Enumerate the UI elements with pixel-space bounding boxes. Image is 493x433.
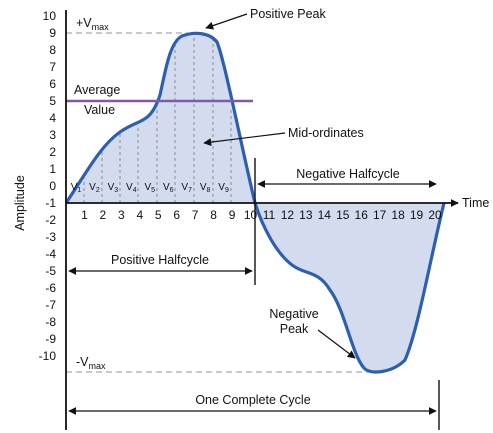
x-tick-label: 1 [81, 208, 88, 222]
y-tick-label: -10 [39, 349, 57, 363]
y-tick-label: 10 [43, 9, 57, 23]
x-tick-label: 9 [229, 208, 236, 222]
y-tick-label: -6 [45, 281, 56, 295]
positive-halfcycle-label: Positive Halfcycle [111, 253, 209, 267]
mid-ordinate-label: V7 [181, 182, 192, 194]
average-label: Average [74, 83, 120, 97]
x-tick-label: 4 [136, 208, 143, 222]
mid-ordinate-labels: V1 V2 V3 V4 V5 V6 V7 V8 V9 [71, 182, 229, 194]
mid-ordinate-label: V8 [200, 182, 211, 194]
y-tick-label: -8 [45, 315, 56, 329]
mid-ordinate-lines [83, 34, 232, 203]
x-tick-label: 20 [428, 208, 442, 222]
y-tick-label: 2 [49, 145, 56, 159]
y-axis-label: Amplitude [13, 175, 27, 231]
vmax-label: +Vmax [76, 16, 109, 32]
mid-ordinate-label: V3 [108, 182, 119, 194]
x-tick-label: 11 [263, 208, 276, 222]
y-tick-label: -3 [45, 230, 56, 244]
mid-ordinates-arrow [203, 132, 286, 147]
mid-ordinate-label: V1 [71, 182, 82, 194]
x-tick-label: 10 [244, 208, 258, 222]
negative-peak-label: Negative [269, 307, 318, 321]
y-tick-label: 3 [49, 128, 56, 142]
y-tick-label: -1 [45, 196, 56, 210]
x-tick-label: 12 [281, 208, 295, 222]
x-tick-label: 13 [299, 208, 313, 222]
x-tick-label: 3 [118, 208, 125, 222]
x-tick-labels: 1 2 3 4 5 6 7 8 9 10 11 12 13 14 15 16 17 18 19 20 [81, 208, 442, 222]
x-tick-label: 2 [100, 208, 107, 222]
y-tick-label: 8 [49, 43, 56, 57]
x-tick-label: 16 [355, 208, 369, 222]
x-tick-label: 18 [391, 208, 405, 222]
x-tick-label: 7 [192, 208, 199, 222]
x-tick-label: 14 [318, 208, 332, 222]
mid-ordinate-label: V5 [145, 182, 156, 194]
y-tick-label: -7 [45, 298, 56, 312]
peak-label: Peak [280, 322, 309, 336]
negative-peak-arrow [317, 329, 356, 359]
x-tick-label: 8 [210, 208, 217, 222]
x-tick-label: 17 [373, 208, 387, 222]
mid-ordinate-label: V9 [218, 182, 229, 194]
x-tick-label: 5 [155, 208, 162, 222]
x-tick-label: 19 [410, 208, 424, 222]
y-tick-label: 7 [49, 60, 56, 74]
positive-peak-label: Positive Peak [250, 7, 326, 21]
mid-ordinate-label: V2 [89, 182, 100, 194]
one-complete-cycle-label: One Complete Cycle [195, 393, 310, 407]
y-tick-label: -4 [45, 247, 56, 261]
y-tick-label: 4 [49, 111, 56, 125]
y-tick-label: 6 [49, 77, 56, 91]
negative-halfcycle-area [255, 203, 444, 372]
y-tick-label: -5 [45, 264, 56, 278]
vmin-label: -Vmax [76, 355, 106, 371]
y-tick-label: 9 [49, 26, 56, 40]
y-tick-label: 0 [49, 179, 56, 193]
value-label: Value [84, 103, 115, 117]
x-tick-label: 15 [336, 208, 350, 222]
x-axis-label: Time [462, 196, 489, 210]
y-tick-label: -9 [45, 332, 56, 346]
positive-peak-arrow [205, 13, 248, 30]
mid-ordinate-label: V4 [126, 182, 137, 194]
mid-ordinates-label: Mid-ordinates [288, 126, 364, 140]
y-tick-label: -2 [45, 213, 56, 227]
positive-halfcycle-area [66, 33, 255, 204]
mid-ordinate-label: V6 [163, 182, 174, 194]
negative-halfcycle-label: Negative Halfcycle [296, 167, 400, 181]
y-tick-label: 5 [49, 94, 56, 108]
x-tick-label: 6 [173, 208, 180, 222]
y-tick-label: 1 [49, 162, 56, 176]
